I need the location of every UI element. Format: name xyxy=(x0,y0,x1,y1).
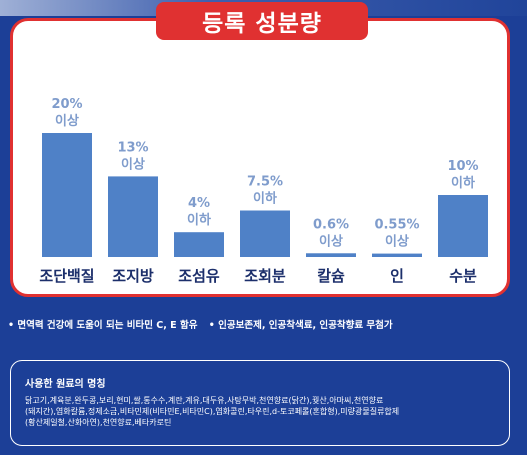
ingredients-line: (황산제일철,산화아연),천연향료,베타카로틴 xyxy=(25,418,172,427)
category-label: 조단백질 xyxy=(39,267,94,285)
chart-title: 등록 성분량 xyxy=(156,2,368,40)
bar-value-label: 이상 xyxy=(55,113,79,129)
bar-chart: 20%이상조단백질13%이상조지방4%이하조섬유7.5%이하조회분0.6%이상칼… xyxy=(39,97,488,285)
category-label: 인 xyxy=(390,267,404,285)
category-label: 조섬유 xyxy=(178,267,220,285)
category-label: 수분 xyxy=(449,267,477,285)
bar-value-label: 0.55% xyxy=(374,218,419,233)
bar-value-label: 4% xyxy=(188,196,210,211)
bar-value-label: 이상 xyxy=(319,233,343,249)
ingredients-title: 사용한 원료의 명칭 xyxy=(25,379,106,390)
category-label: 칼슘 xyxy=(317,267,345,285)
bar-value-label: 13% xyxy=(117,140,148,155)
feature-bullets: • 면역력 건강에 도움이 되는 비타민 C, E 함유 • 인공보존제, 인공… xyxy=(8,317,523,331)
ingredients-text: 닭고기,계육분,완두콩,보리,현미,쌀,통수수,계란,계유,대두유,사탕무박,천… xyxy=(25,395,495,428)
bar-value-label: 20% xyxy=(51,97,82,112)
bar-value-label: 이상 xyxy=(121,156,145,172)
bar-1 xyxy=(108,176,158,257)
bar-value-label: 10% xyxy=(447,159,478,174)
ingredients-box: 사용한 원료의 명칭 닭고기,계육분,완두콩,보리,현미,쌀,통수수,계란,계유… xyxy=(10,360,510,446)
bar-value-label: 0.6% xyxy=(313,217,349,232)
bar-2 xyxy=(174,232,224,257)
bar-value-label: 이하 xyxy=(253,191,277,207)
bar-6 xyxy=(438,195,488,257)
ingredients-line: 닭고기,계육분,완두콩,보리,현미,쌀,통수수,계란,계유,대두유,사탕무박,천… xyxy=(25,396,384,405)
bullet-no-additives: • 인공보존제, 인공착색료, 인공착향료 무첨가 xyxy=(208,320,393,331)
bar-0 xyxy=(42,133,92,257)
bar-value-label: 이하 xyxy=(187,212,211,228)
bar-4 xyxy=(306,253,356,257)
bar-value-label: 이상 xyxy=(385,234,409,250)
bar-3 xyxy=(240,210,290,257)
bar-value-label: 이하 xyxy=(451,175,475,191)
bar-5 xyxy=(372,253,422,257)
category-label: 조회분 xyxy=(244,267,286,285)
bar-value-label: 7.5% xyxy=(247,175,283,190)
bullet-vitamins: • 면역력 건강에 도움이 되는 비타민 C, E 함유 xyxy=(8,320,198,331)
ingredients-line: (돼지간),염화칼륨,정제소금,비타민제(비타민E,비타민C),염화콜린,타우린… xyxy=(25,407,400,416)
category-label: 조지방 xyxy=(112,267,154,285)
